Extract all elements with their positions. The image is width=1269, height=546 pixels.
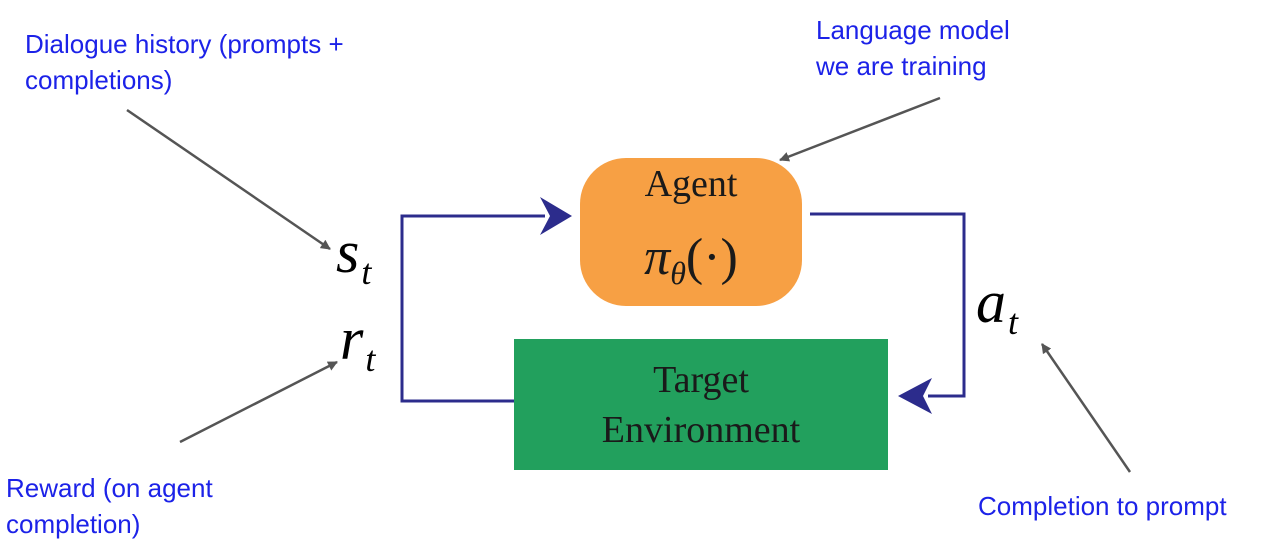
agent-annotation: Language model we are training (816, 12, 1010, 84)
agent-annotation-line-1: Language model (816, 15, 1010, 45)
action-pointer-arrow (1040, 343, 1132, 473)
reward-pointer-arrow (179, 360, 338, 444)
reward-annotation-line-1: Reward (on agent (6, 473, 213, 503)
environment-line-2: Environment (601, 409, 801, 451)
action-annotation-line-1: Completion to prompt (978, 491, 1227, 521)
policy-subscript: θ (670, 255, 686, 291)
state-symbol: st (336, 219, 372, 292)
state-annotation-line-2: completions) (25, 65, 173, 95)
agent-policy: πθ(·) (580, 229, 802, 291)
environment-box (514, 339, 888, 470)
reward-annotation: Reward (on agent completion) (6, 470, 213, 542)
environment-title: Target Environment (514, 355, 888, 455)
environment-line-1: Target (653, 359, 749, 401)
action-symbol: at (976, 269, 1019, 342)
agent-title: Agent (644, 163, 738, 205)
state-annotation: Dialogue history (prompts + completions) (25, 26, 344, 98)
state-loop-line (400, 214, 545, 403)
policy-argument: (·) (685, 229, 738, 286)
reward-annotation-line-2: completion) (6, 509, 141, 539)
state-pointer-arrow (126, 108, 331, 251)
reward-symbol: rt (340, 306, 376, 379)
agent-pointer-arrow (779, 96, 941, 162)
agent-annotation-line-2: we are training (816, 51, 987, 81)
state-annotation-line-1: Dialogue history (prompts + (25, 29, 344, 59)
policy-symbol: π (644, 229, 671, 286)
action-loop-arrowhead (898, 378, 932, 414)
action-loop-line (810, 212, 966, 398)
action-annotation: Completion to prompt (978, 488, 1227, 524)
agent-box (580, 158, 802, 306)
state-loop-arrowhead (540, 197, 572, 235)
